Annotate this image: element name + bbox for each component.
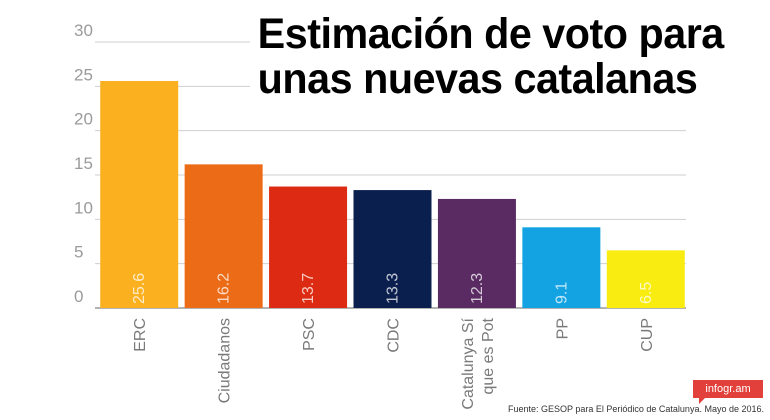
y-axis: 0 5 10 15 20 25 30: [74, 21, 93, 306]
x-tick-label: Ciudadanos: [217, 318, 234, 403]
y-tick-label: 15: [74, 154, 93, 173]
bar-value-label: 25.6: [131, 273, 148, 304]
y-tick-label: 10: [74, 198, 93, 217]
bar-value-label: 13.7: [300, 273, 317, 304]
bar-value-label: 12.3: [469, 273, 486, 304]
x-tick-label: Catalunya Sí: [460, 317, 477, 409]
bar: [353, 190, 432, 308]
y-tick-label: 5: [74, 243, 83, 262]
bar: [100, 81, 179, 308]
x-tick-label: PP: [554, 318, 571, 339]
x-tick-label: ERC: [132, 318, 149, 352]
source-note: Fuente: GESOP para El Periódico de Catal…: [508, 404, 764, 414]
bar-value-label: 13.3: [385, 273, 402, 304]
x-axis: ERC Ciudadanos PSC CDC Catalunya Sí que es Po…: [132, 317, 656, 409]
chart-title-line-1: Estimación de voto para: [257, 10, 725, 58]
x-tick-label: que es Pot: [480, 317, 497, 394]
y-tick-label: 20: [74, 110, 93, 129]
value-labels: 25.6 16.2 13.7 13.3 12.3 9.1 6.5: [131, 273, 655, 304]
bar: [437, 198, 516, 308]
bar-value-label: 16.2: [216, 273, 233, 304]
x-tick-label: PSC: [301, 318, 318, 351]
y-tick-label: 25: [74, 65, 93, 84]
bar-value-label: 9.1: [553, 282, 570, 304]
bar: [606, 250, 685, 308]
y-tick-label: 30: [74, 21, 93, 40]
bar-value-label: 6.5: [638, 282, 655, 304]
bar: [522, 227, 601, 308]
y-tick-label: 0: [74, 287, 83, 306]
chart-title-line-2: unas nuevas catalanas: [257, 55, 698, 103]
bar: [269, 186, 348, 308]
chart-title: Estimación de voto para unas nuevas cata…: [250, 8, 745, 106]
x-tick-label: CUP: [639, 318, 656, 352]
x-tick-label: CDC: [386, 318, 403, 353]
bar: [184, 164, 263, 308]
bars: [100, 81, 685, 308]
infogram-badge[interactable]: infogr.am: [693, 380, 763, 404]
